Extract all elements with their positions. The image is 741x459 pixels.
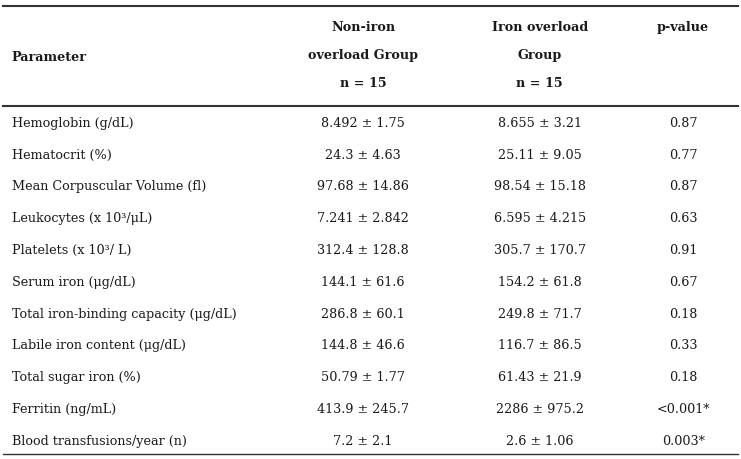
- Text: Ferritin (ng/mL): Ferritin (ng/mL): [12, 402, 116, 415]
- Text: Leukocytes (x 10³/μL): Leukocytes (x 10³/μL): [12, 212, 152, 224]
- Text: 25.11 ± 9.05: 25.11 ± 9.05: [498, 148, 582, 161]
- Text: Total sugar iron (%): Total sugar iron (%): [12, 370, 141, 383]
- Text: 249.8 ± 71.7: 249.8 ± 71.7: [498, 307, 582, 320]
- Text: Hematocrit (%): Hematocrit (%): [12, 148, 111, 161]
- Text: Blood transfusions/year (n): Blood transfusions/year (n): [12, 434, 187, 447]
- Text: Non-iron: Non-iron: [331, 21, 395, 34]
- Text: 97.68 ± 14.86: 97.68 ± 14.86: [317, 180, 409, 193]
- Text: overload Group: overload Group: [308, 49, 418, 62]
- Text: 2.6 ± 1.06: 2.6 ± 1.06: [506, 434, 574, 447]
- Text: 24.3 ± 4.63: 24.3 ± 4.63: [325, 148, 401, 161]
- Text: Serum iron (μg/dL): Serum iron (μg/dL): [12, 275, 136, 288]
- Text: n = 15: n = 15: [516, 77, 563, 90]
- Text: p-value: p-value: [657, 21, 709, 34]
- Text: Hemoglobin (g/dL): Hemoglobin (g/dL): [12, 117, 133, 129]
- Text: 116.7 ± 86.5: 116.7 ± 86.5: [498, 339, 582, 352]
- Text: 312.4 ± 128.8: 312.4 ± 128.8: [317, 243, 409, 257]
- Text: 0.33: 0.33: [669, 339, 697, 352]
- Text: 6.595 ± 4.215: 6.595 ± 4.215: [494, 212, 586, 224]
- Text: Group: Group: [517, 49, 562, 62]
- Text: 0.63: 0.63: [669, 212, 697, 224]
- Text: Mean Corpuscular Volume (fl): Mean Corpuscular Volume (fl): [12, 180, 206, 193]
- Text: 154.2 ± 61.8: 154.2 ± 61.8: [498, 275, 582, 288]
- Text: 0.77: 0.77: [669, 148, 697, 161]
- Text: 413.9 ± 245.7: 413.9 ± 245.7: [317, 402, 409, 415]
- Text: 0.87: 0.87: [669, 117, 697, 129]
- Text: <0.001*: <0.001*: [657, 402, 710, 415]
- Text: 50.79 ± 1.77: 50.79 ± 1.77: [321, 370, 405, 383]
- Text: 8.655 ± 3.21: 8.655 ± 3.21: [498, 117, 582, 129]
- Text: 0.18: 0.18: [669, 307, 697, 320]
- Text: 144.1 ± 61.6: 144.1 ± 61.6: [322, 275, 405, 288]
- Text: 0.87: 0.87: [669, 180, 697, 193]
- Text: 144.8 ± 46.6: 144.8 ± 46.6: [322, 339, 405, 352]
- Text: 98.54 ± 15.18: 98.54 ± 15.18: [494, 180, 585, 193]
- Text: 2286 ± 975.2: 2286 ± 975.2: [496, 402, 584, 415]
- Text: Total iron-binding capacity (μg/dL): Total iron-binding capacity (μg/dL): [12, 307, 236, 320]
- Text: 7.2 ± 2.1: 7.2 ± 2.1: [333, 434, 393, 447]
- Text: 61.43 ± 21.9: 61.43 ± 21.9: [498, 370, 582, 383]
- Text: Platelets (x 10³/ L): Platelets (x 10³/ L): [12, 243, 131, 257]
- Text: 305.7 ± 170.7: 305.7 ± 170.7: [494, 243, 585, 257]
- Text: 8.492 ± 1.75: 8.492 ± 1.75: [321, 117, 405, 129]
- Text: n = 15: n = 15: [340, 77, 387, 90]
- Text: 0.67: 0.67: [669, 275, 697, 288]
- Text: Labile iron content (μg/dL): Labile iron content (μg/dL): [12, 339, 185, 352]
- Text: Parameter: Parameter: [12, 50, 87, 64]
- Text: Iron overload: Iron overload: [491, 21, 588, 34]
- Text: 0.18: 0.18: [669, 370, 697, 383]
- Text: 286.8 ± 60.1: 286.8 ± 60.1: [322, 307, 405, 320]
- Text: 0.91: 0.91: [669, 243, 697, 257]
- Text: 7.241 ± 2.842: 7.241 ± 2.842: [317, 212, 409, 224]
- Text: 0.003*: 0.003*: [662, 434, 705, 447]
